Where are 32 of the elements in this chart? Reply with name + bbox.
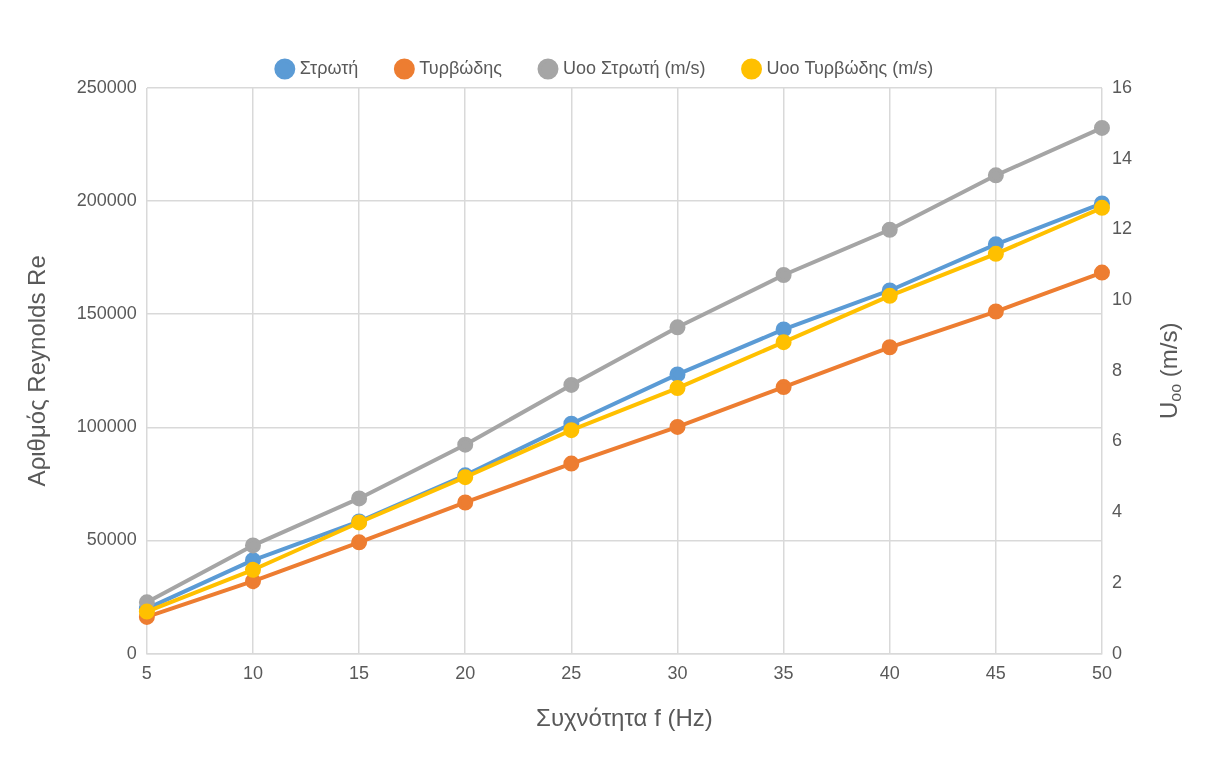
legend-label: Στρωτή: [299, 57, 359, 78]
x-tick-label: 40: [879, 663, 900, 684]
y-tick-label: 50000: [86, 529, 137, 550]
x-tick-label: 20: [455, 663, 476, 684]
legend-label: Uoo Στρωτή (m/s): [562, 57, 706, 78]
x-tick-label: 50: [1091, 663, 1112, 684]
y2-tick-label: 10: [1111, 289, 1133, 310]
y-axis-title: Αριθμός Reynolds Re: [23, 255, 51, 487]
y2-tick-label: 2: [1111, 571, 1122, 592]
y2-tick-label: 8: [1111, 359, 1122, 380]
x-tick-label: 5: [141, 663, 152, 684]
legend-label: Τυρβώδης: [419, 57, 503, 78]
x-tick-label: 10: [242, 663, 263, 684]
x-axis-title: Συχνότητα f (Hz): [536, 704, 713, 732]
y2-axis-title: Uoo (m/s): [1154, 322, 1185, 420]
y2-tick-label: 4: [1111, 501, 1122, 522]
y-tick-label: 200000: [76, 190, 137, 211]
y2-tick-label: 14: [1111, 147, 1133, 168]
y2-tick-label: 16: [1111, 76, 1133, 97]
legend-label: Uoo Τυρβώδης (m/s): [766, 57, 934, 78]
x-tick-label: 30: [667, 663, 688, 684]
y-tick-label: 250000: [76, 76, 137, 97]
x-tick-label: 45: [985, 663, 1006, 684]
y-tick-label: 100000: [76, 416, 137, 437]
y2-tick-label: 0: [1111, 642, 1122, 663]
y2-tick-label: 6: [1111, 430, 1122, 451]
y-tick-label: 150000: [76, 303, 137, 324]
x-tick-label: 35: [773, 663, 794, 684]
x-tick-label: 25: [561, 663, 582, 684]
y-tick-label: 0: [126, 642, 137, 663]
y2-tick-label: 12: [1111, 218, 1133, 239]
x-tick-label: 15: [349, 663, 370, 684]
